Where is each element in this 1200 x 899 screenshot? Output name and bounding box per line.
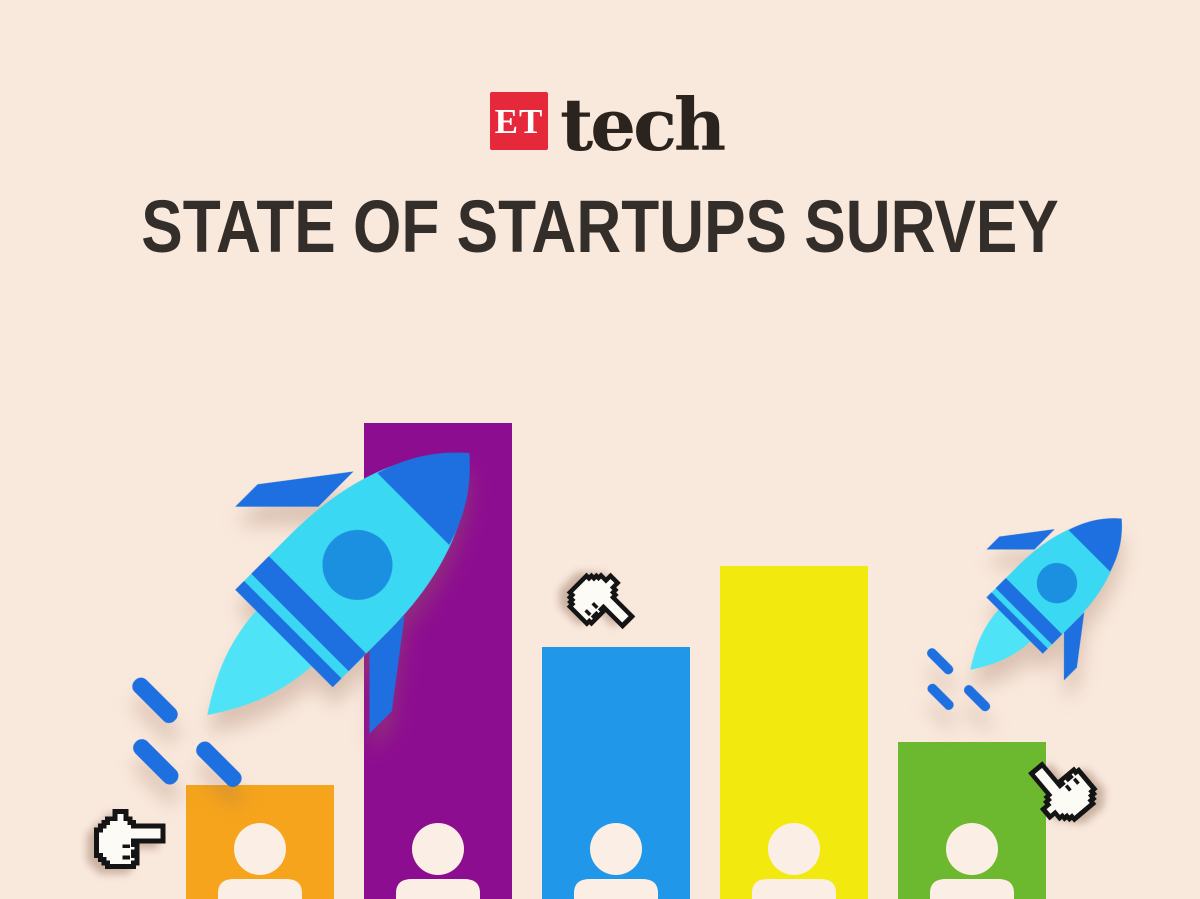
person-icon bbox=[920, 787, 1024, 899]
person-icon bbox=[564, 787, 668, 899]
bar-1 bbox=[186, 785, 334, 899]
ettech-logo: ET tech bbox=[490, 82, 726, 167]
bar-3 bbox=[542, 647, 690, 899]
tech-logo-text: tech bbox=[560, 82, 726, 167]
et-logo-box: ET bbox=[490, 92, 548, 150]
person-icon bbox=[386, 787, 490, 899]
et-logo-text: ET bbox=[494, 101, 544, 141]
hand-cursor-icon bbox=[93, 807, 163, 871]
page-title: STATE OF STARTUPS SURVEY bbox=[141, 185, 1059, 268]
bar-5 bbox=[898, 742, 1046, 899]
person-icon bbox=[742, 787, 846, 899]
bar-chart bbox=[186, 423, 1046, 899]
bar-4 bbox=[720, 566, 868, 899]
